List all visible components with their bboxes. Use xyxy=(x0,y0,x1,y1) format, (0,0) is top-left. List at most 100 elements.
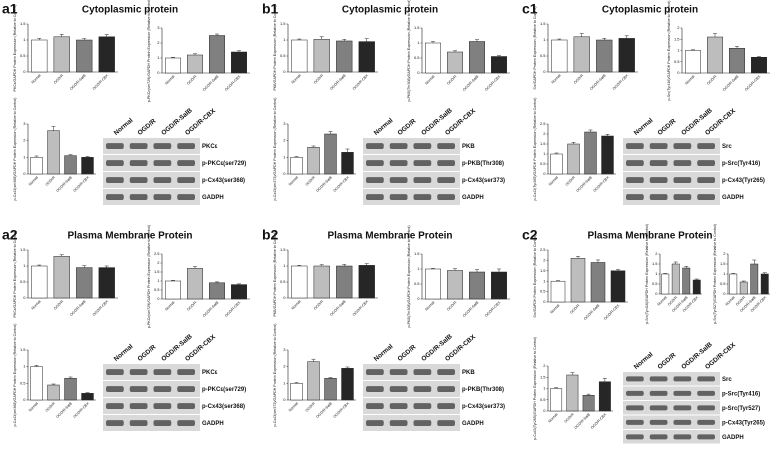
y-tick-label: 1 xyxy=(417,40,420,45)
panel-label: c2 xyxy=(522,227,538,243)
bar xyxy=(469,41,485,74)
blot-band xyxy=(437,160,455,167)
bar xyxy=(573,36,590,73)
y-axis-label: PKB/GAPDH Protein Expression (Relative t… xyxy=(273,5,277,90)
y-tick-label: 0.5 xyxy=(414,281,420,286)
bar xyxy=(307,147,320,175)
blot-band xyxy=(626,143,644,150)
bar xyxy=(290,383,303,401)
blot-band xyxy=(649,160,668,167)
lane-label: Normal xyxy=(113,343,135,363)
band-label: p-Cx43(ser373) xyxy=(462,178,505,184)
x-tick-label: OGD/R-SalB xyxy=(329,299,347,317)
blot-strip xyxy=(103,364,200,380)
blot-band xyxy=(389,386,408,393)
y-tick-label: 3 xyxy=(23,121,26,126)
lane-label: OGD/R xyxy=(137,118,158,137)
blot-band xyxy=(673,143,692,150)
x-tick-label: Normal xyxy=(549,303,560,314)
bar xyxy=(601,135,614,175)
bar xyxy=(550,388,563,412)
x-tick-label: OGD/R-CBX xyxy=(73,401,91,419)
x-tick-label: Normal xyxy=(424,74,435,85)
x-tick-label: OGD/R-SalB xyxy=(589,73,607,91)
band-label: p-Cx43(Tyr265) xyxy=(722,178,765,184)
y-axis-label: Src/GAPDH Protein Expression (Relative t… xyxy=(533,6,537,89)
band-label: PKB xyxy=(462,370,475,376)
bar xyxy=(313,39,330,73)
y-tick-label: 0.5 xyxy=(652,281,658,286)
bar xyxy=(231,51,247,74)
x-tick-label: Normal xyxy=(31,73,42,84)
y-axis-label: Src/GAPDH Protein Expression (Relative t… xyxy=(533,234,537,317)
y-tick-label: 1 xyxy=(283,380,286,385)
bar xyxy=(81,393,94,401)
blot-band xyxy=(413,194,432,201)
y-tick-label: 0 xyxy=(543,171,546,176)
lane-label: OGD/R xyxy=(657,118,678,137)
panel-title: Plasma Membrane Protein xyxy=(327,231,452,242)
x-tick-label: Normal xyxy=(291,73,302,84)
x-tick-label: OGD/R xyxy=(569,303,580,314)
band-label: GADPH xyxy=(202,421,224,427)
blot-strip xyxy=(623,172,720,188)
blot-band xyxy=(697,160,715,167)
bar xyxy=(98,267,115,299)
y-axis-label: p-Cx43(Tyr265)/GAPDH Protein Expression … xyxy=(533,337,537,440)
blot-band xyxy=(697,177,715,184)
bar xyxy=(291,265,308,299)
y-tick-label: 0 xyxy=(157,70,160,75)
bar xyxy=(750,263,759,295)
lane-label: OGD/R xyxy=(397,118,418,137)
blot-band xyxy=(106,369,124,376)
blot-band xyxy=(177,160,195,167)
blot-band xyxy=(366,194,384,201)
y-tick-label: 0 xyxy=(723,291,726,296)
x-tick-label: OGD/R xyxy=(446,300,457,311)
blot-band xyxy=(366,177,384,184)
blot-band xyxy=(366,369,384,376)
x-tick-label: OGD/R-SalB xyxy=(722,74,740,92)
y-tick-label: 1 xyxy=(23,364,26,369)
blot-band xyxy=(413,420,432,427)
y-tick-label: 2 xyxy=(23,138,26,143)
lane-label: OGD/R xyxy=(137,344,158,363)
blot-band xyxy=(697,143,715,150)
y-axis-label: PKB/GAPDH Protein Expression (Relative t… xyxy=(273,231,277,316)
bar xyxy=(313,265,330,299)
x-tick-label: OGD/R-SalB xyxy=(69,73,87,91)
bar xyxy=(425,268,441,300)
blot-band xyxy=(673,194,692,201)
blot-strip xyxy=(623,401,720,415)
blot-band xyxy=(437,177,455,184)
y-tick-label: 1.5 xyxy=(280,247,286,252)
bar xyxy=(231,284,247,300)
y-tick-label: 0 xyxy=(23,69,26,74)
bar xyxy=(570,258,586,303)
x-tick-label: OGD/R xyxy=(305,401,316,412)
band-label: p-PKB(Thr308) xyxy=(462,161,504,167)
bar xyxy=(358,41,375,73)
blot-band xyxy=(106,386,124,393)
blot-band xyxy=(697,376,715,382)
y-tick-label: 0 xyxy=(283,397,286,402)
blot-band xyxy=(153,420,172,427)
x-tick-label: OGD/R-CBX xyxy=(333,175,351,193)
y-tick-label: 0 xyxy=(157,296,160,301)
bar xyxy=(31,265,48,299)
y-tick-label: 1.5 xyxy=(20,21,26,26)
blot-strip xyxy=(363,172,460,188)
y-tick-label: 1 xyxy=(157,55,160,60)
x-tick-label: OGD/R xyxy=(446,74,457,85)
y-tick-label: 1.5 xyxy=(652,261,658,266)
bar xyxy=(425,42,441,74)
blot-band xyxy=(389,143,408,150)
y-tick-label: 1.5 xyxy=(540,141,546,146)
bar xyxy=(47,384,60,401)
blot-band xyxy=(437,369,455,376)
y-tick-label: 2 xyxy=(723,251,726,256)
blot-band xyxy=(129,386,148,393)
blot-band xyxy=(413,143,432,150)
bar xyxy=(53,36,70,73)
